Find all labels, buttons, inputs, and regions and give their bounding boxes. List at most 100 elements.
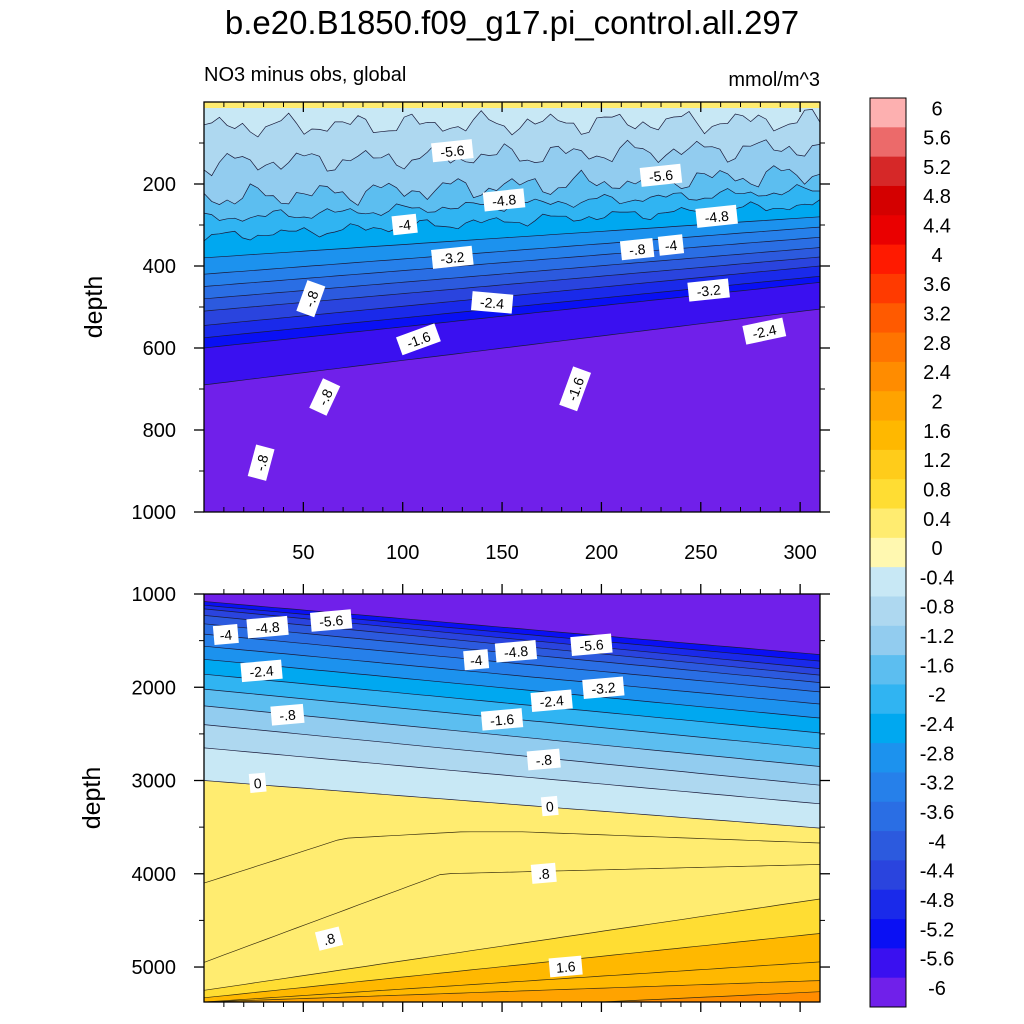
contour-label: -4.8 [695,204,738,228]
contour-label: -4 [463,649,490,671]
upper-fill-band [204,102,820,137]
contour-label-box [619,237,655,261]
upper-y-tick-label: 400 [143,256,176,278]
colorbar-swatch [870,537,906,568]
contour-label: 1.6 [548,955,583,978]
colorbar-swatch [870,332,906,363]
contour-label: -2.4 [240,659,283,683]
colorbar-swatch [870,919,906,949]
contour-label-box [482,188,526,212]
contour-label-text: -.8 [252,453,272,473]
upper-y-axis-label: depth [80,276,108,339]
contour-label-text: -3.2 [696,281,722,299]
contour-label-text: 0 [253,775,262,792]
contour-label: -3.2 [582,676,625,699]
contour-label-box [480,708,524,731]
contour-label-text: -1.6 [489,711,515,729]
contour-label-box [742,317,787,345]
contour-label-box [530,862,557,884]
contour-label: 0 [540,795,559,817]
contour-label-box [657,234,685,256]
lower-y-tick-label: 1000 [132,584,177,606]
contour-label: -4.8 [246,615,289,639]
lower-contour-line [203,780,821,829]
lower-contour-line [203,747,821,805]
upper-x-tick-label: 100 [386,542,419,564]
lower-contour-line [203,601,821,655]
colorbar-label: 2.8 [923,333,951,355]
contour-label-text: -2.4 [539,692,565,710]
contour-label-text: -4 [219,626,233,643]
contour-label-text: -2.4 [751,321,778,342]
colorbar-label: 0 [931,538,942,560]
contour-label-box [559,366,592,412]
colorbar-label: 6 [931,98,942,120]
colorbar: 6 5.6 5.2 4.8 4.4 4 3.6 3.2 2.8 2.4 2 1.6 1.2 0.8 0.4 0… [869,97,954,1008]
contour-label-text: -4 [398,216,412,233]
upper-x-tick-label: 50 [292,542,314,564]
colorbar-swatch [870,391,906,421]
colorbar-label: 1.6 [923,421,951,443]
contour-label-box [240,659,283,683]
contour-label-box [695,204,738,228]
colorbar-label: -5.6 [920,949,954,971]
colorbar-swatch [870,449,906,480]
colorbar-label: -4 [928,831,946,853]
lower-plot-frame [203,593,821,1003]
colorbar-label: 2.4 [923,362,951,384]
contour-label-text: 0 [545,798,554,815]
subtitle-right: mmol/m^3 [728,69,820,91]
colorbar-label: 4 [931,245,942,267]
contour-label: -4.8 [482,188,526,212]
colorbar-label: 4.8 [923,186,951,208]
contour-label-text: -5.6 [440,142,466,160]
upper-contour-line [203,139,821,177]
contour-label: -2.4 [742,317,787,345]
lower-contour-line [203,933,821,999]
upper-y-tick-label: 200 [143,174,176,196]
contour-label-box [582,676,625,699]
contour-label: -1.6 [396,323,441,356]
colorbar-label: 5.2 [923,157,951,179]
contour-label-box [431,245,474,269]
contour-label-box [247,444,275,481]
upper-fill-surface [204,102,820,108]
colorbar-label: 0.4 [923,509,951,531]
contour-label: -1.6 [480,708,524,731]
lower-y-axis-label: depth [78,767,106,830]
upper-x-tick-label: 300 [783,542,816,564]
contour-label: -2.4 [470,291,514,314]
contour-label-box [687,278,730,302]
colorbar-label: -1.2 [920,626,954,648]
contour-label-box [639,163,683,187]
upper-contour-line [203,226,821,275]
contour-label-box [530,689,573,712]
contour-label-text: -2.4 [479,294,505,312]
contour-label-text: -.8 [628,241,646,259]
upper-x-tick-label: 200 [585,542,618,564]
contour-label-text: -3.2 [591,679,617,697]
colorbar-swatch [870,185,906,216]
colorbar-label: -3.6 [920,802,954,824]
lower-contour-line [203,724,821,786]
upper-x-tick-label: 150 [485,542,518,564]
colorbar-label: -2.8 [920,743,954,765]
colorbar-label: -0.8 [920,597,954,619]
lower-ticks: 1000 2000 3000 4000 5000 [132,584,830,1012]
colorbar-swatch [870,684,906,715]
lower-contour-line [203,604,821,662]
contour-label-text: -4 [469,652,483,669]
contour-label-box [548,955,583,978]
colorbar-label: -3.2 [920,773,954,795]
lower-y-tick-label: 2000 [132,677,177,699]
contour-label: -.8 [619,237,655,261]
colorbar-label: 2 [931,391,942,413]
contour-label-text: .8 [537,865,550,882]
lower-contour-line [203,673,821,734]
contour-label-box [463,649,490,671]
contour-label-text: -4.8 [503,643,529,661]
contour-label-text: -4.8 [255,619,281,637]
colorbar-swatch [870,303,906,333]
colorbar-swatch [870,655,906,685]
contour-label-box [494,640,538,663]
